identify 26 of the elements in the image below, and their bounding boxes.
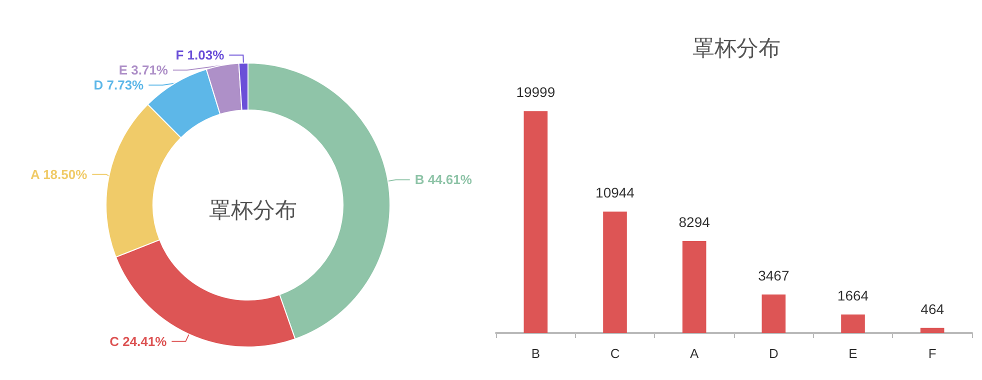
bar	[762, 294, 786, 333]
x-tick-label: B	[531, 346, 540, 361]
slice-label: F 1.03%	[176, 48, 225, 63]
bar	[524, 111, 548, 333]
chart-title: 罩杯分布	[692, 36, 780, 60]
bar	[603, 212, 627, 333]
x-tick-label: C	[610, 346, 620, 361]
data-label: 1664	[837, 288, 869, 304]
data-label: 19999	[516, 84, 556, 100]
slice-label: B 44.61%	[414, 172, 472, 188]
bar	[841, 314, 865, 333]
slice-label: C 24.41%	[110, 334, 168, 349]
slice-label: E 3.71%	[118, 62, 168, 78]
slice-label: A 18.50%	[30, 166, 88, 182]
data-label: 10944	[596, 184, 635, 201]
x-tick-label: A	[690, 346, 699, 361]
bar	[682, 240, 706, 333]
bar	[920, 328, 944, 333]
x-tick-label: F	[928, 346, 936, 361]
data-label: 3467	[758, 268, 790, 284]
data-label: 464	[920, 300, 944, 317]
data-label: 8294	[678, 214, 710, 230]
slice-label: D 7.73%	[94, 78, 144, 93]
text: 罩杯分布	[209, 198, 297, 222]
x-tick-label: E	[848, 346, 858, 361]
x-tick-label: D	[768, 346, 778, 361]
